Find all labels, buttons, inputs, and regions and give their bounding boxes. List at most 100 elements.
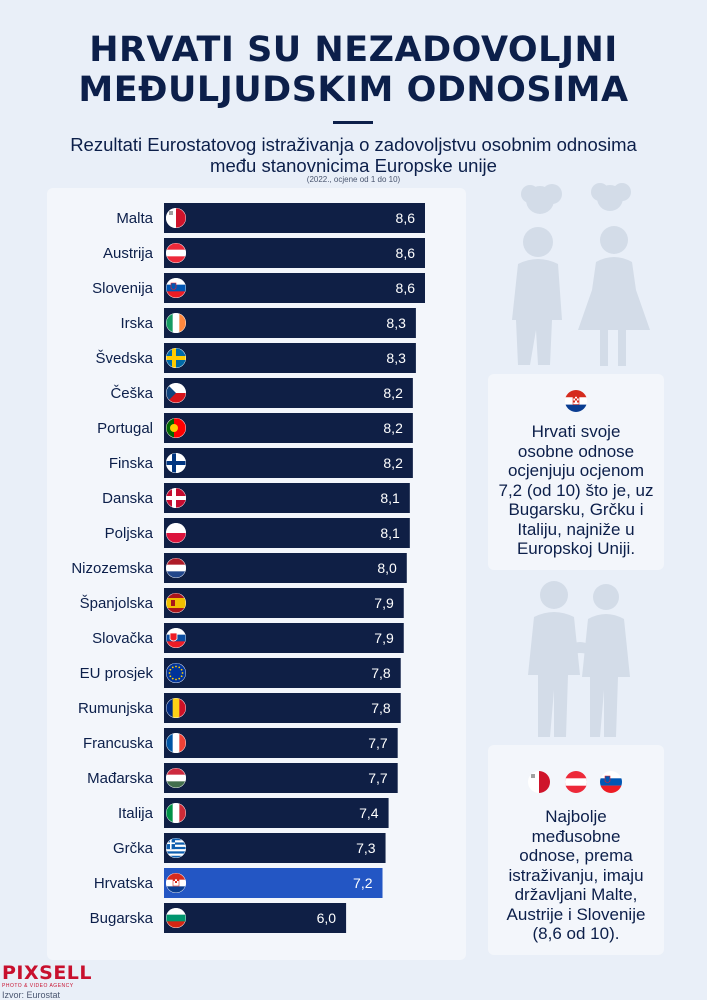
category-label: Poljska: [105, 525, 154, 542]
croatia-info-line: osobne odnose: [517, 441, 635, 461]
bar-0: [164, 203, 425, 233]
value-label: 8,2: [383, 385, 403, 401]
spain-flag-icon: [166, 593, 186, 613]
croatia-info-line: ocjenjuju ocjenom: [507, 461, 645, 480]
title-line-1: HRVATI SU NEZADOVOLJNI: [89, 30, 618, 70]
denmark-flag-icon: [166, 488, 186, 508]
croatia-info-card: Hrvati svoje osobne odnose ocjenjuju ocj…: [488, 374, 664, 570]
category-label: Švedska: [95, 350, 153, 367]
category-label: Bugarska: [90, 910, 154, 927]
category-label: EU prosjek: [80, 665, 154, 682]
poland-flag-icon: [166, 523, 186, 543]
survey-note: (2022., ocjene od 1 do 10): [306, 175, 401, 184]
top-countries-line: istraživanju, imaju: [508, 865, 644, 885]
malta-flag-icon: [166, 208, 186, 228]
category-label: Portugal: [97, 420, 153, 437]
bar-13: [164, 658, 401, 688]
bulgaria-flag-icon: [166, 908, 186, 928]
value-label: 6,0: [317, 910, 337, 926]
category-label: Mađarska: [87, 770, 154, 787]
value-label: 8,3: [386, 350, 406, 366]
sweden-flag-icon: [166, 348, 186, 368]
category-label: Austrija: [103, 245, 154, 262]
value-label: 7,7: [368, 735, 388, 751]
value-label: 8,3: [386, 315, 406, 331]
value-label: 7,8: [371, 665, 391, 681]
bar-20: [164, 903, 347, 933]
eu-flag-icon: [166, 663, 186, 683]
bar-7: [164, 448, 413, 478]
bar-10: [164, 553, 407, 583]
pixsell-logo: PIXSELL: [2, 962, 93, 984]
category-label: Češka: [110, 385, 153, 402]
malta-flag-icon: [528, 771, 550, 793]
value-label: 8,2: [383, 455, 403, 471]
bar-4: [164, 343, 416, 373]
croatia-info-line: 7,2 (od 10) što je, uz: [498, 480, 654, 500]
category-label: Španjolska: [80, 595, 154, 612]
category-label: Danska: [102, 490, 154, 507]
title-divider: [333, 121, 373, 124]
bar-14: [164, 693, 401, 723]
croatia-flag-icon: [565, 390, 587, 412]
top-countries-text: Najbolje međusobne odnose, prema istraži…: [494, 807, 658, 944]
bar-19: [164, 868, 383, 898]
value-label: 7,7: [368, 770, 388, 786]
top-countries-line: međusobne: [531, 826, 621, 846]
top-countries-line: odnose, prema: [519, 846, 633, 865]
category-label: Malta: [116, 210, 153, 227]
top-countries-line: Najbolje: [545, 807, 607, 826]
top-countries-card: Najbolje međusobne odnose, prema istraži…: [488, 745, 664, 955]
bar-2: [164, 273, 425, 303]
category-label: Slovačka: [92, 630, 154, 647]
top-countries-line: državljani Malte,: [514, 885, 638, 904]
bar-12: [164, 623, 404, 653]
croatia-info-line: Hrvati svoje: [531, 422, 621, 441]
slovakia-flag-icon: [166, 628, 186, 648]
value-label: 8,1: [380, 525, 400, 541]
category-label: Nizozemska: [71, 560, 153, 577]
bar-11: [164, 588, 404, 618]
category-label: Francuska: [83, 735, 154, 752]
category-label: Slovenija: [92, 280, 154, 297]
ireland-flag-icon: [166, 313, 186, 333]
bar-8: [164, 483, 410, 513]
subtitle: Rezultati Eurostatovog istraživanja o za…: [0, 134, 707, 176]
value-label: 8,6: [396, 210, 416, 226]
bar-6: [164, 413, 413, 443]
romania-flag-icon: [166, 698, 186, 718]
france-flag-icon: [166, 733, 186, 753]
czechia-flag-icon: [166, 383, 186, 403]
bar-15: [164, 728, 398, 758]
italy-flag-icon: [166, 803, 186, 823]
croatia-info-line: Europskoj Uniji.: [516, 539, 636, 558]
source-note: Izvor: Eurostat: [2, 990, 61, 1000]
bar-5: [164, 378, 413, 408]
value-label: 7,4: [359, 805, 379, 821]
austria-flag-icon: [565, 771, 587, 793]
chart-panel: Malta 8,6 Austrija 8,6 Slovenija 8,6 Irska 8,3 Š…: [47, 188, 466, 960]
value-label: 7,3: [356, 840, 376, 856]
slovenia-flag-icon: [600, 771, 622, 793]
value-label: 8,0: [377, 560, 397, 576]
category-label: Grčka: [113, 840, 154, 857]
bar-18: [164, 833, 386, 863]
page-title: HRVATI SU NEZADOVOLJNI MEĐULJUDSKIM ODNO…: [0, 30, 707, 110]
value-label: 7,2: [353, 875, 373, 891]
finland-flag-icon: [166, 453, 186, 473]
croatia-info-text: Hrvati svoje osobne odnose ocjenjuju ocj…: [494, 422, 658, 559]
subtitle-line-1: Rezultati Eurostatovog istraživanja o za…: [70, 134, 637, 155]
top-countries-line: Austrije i Slovenije: [506, 904, 646, 924]
bar-1: [164, 238, 425, 268]
portugal-flag-icon: [166, 418, 186, 438]
bar-16: [164, 763, 398, 793]
category-label: Irska: [120, 315, 153, 332]
category-label: Hrvatska: [94, 875, 154, 892]
value-label: 7,9: [374, 595, 394, 611]
slovenia-flag-icon: [166, 278, 186, 298]
category-label: Finska: [109, 455, 154, 472]
value-label: 7,9: [374, 630, 394, 646]
top-countries-line: (8,6 od 10).: [532, 924, 620, 943]
value-label: 8,6: [396, 280, 416, 296]
austria-flag-icon: [166, 243, 186, 263]
